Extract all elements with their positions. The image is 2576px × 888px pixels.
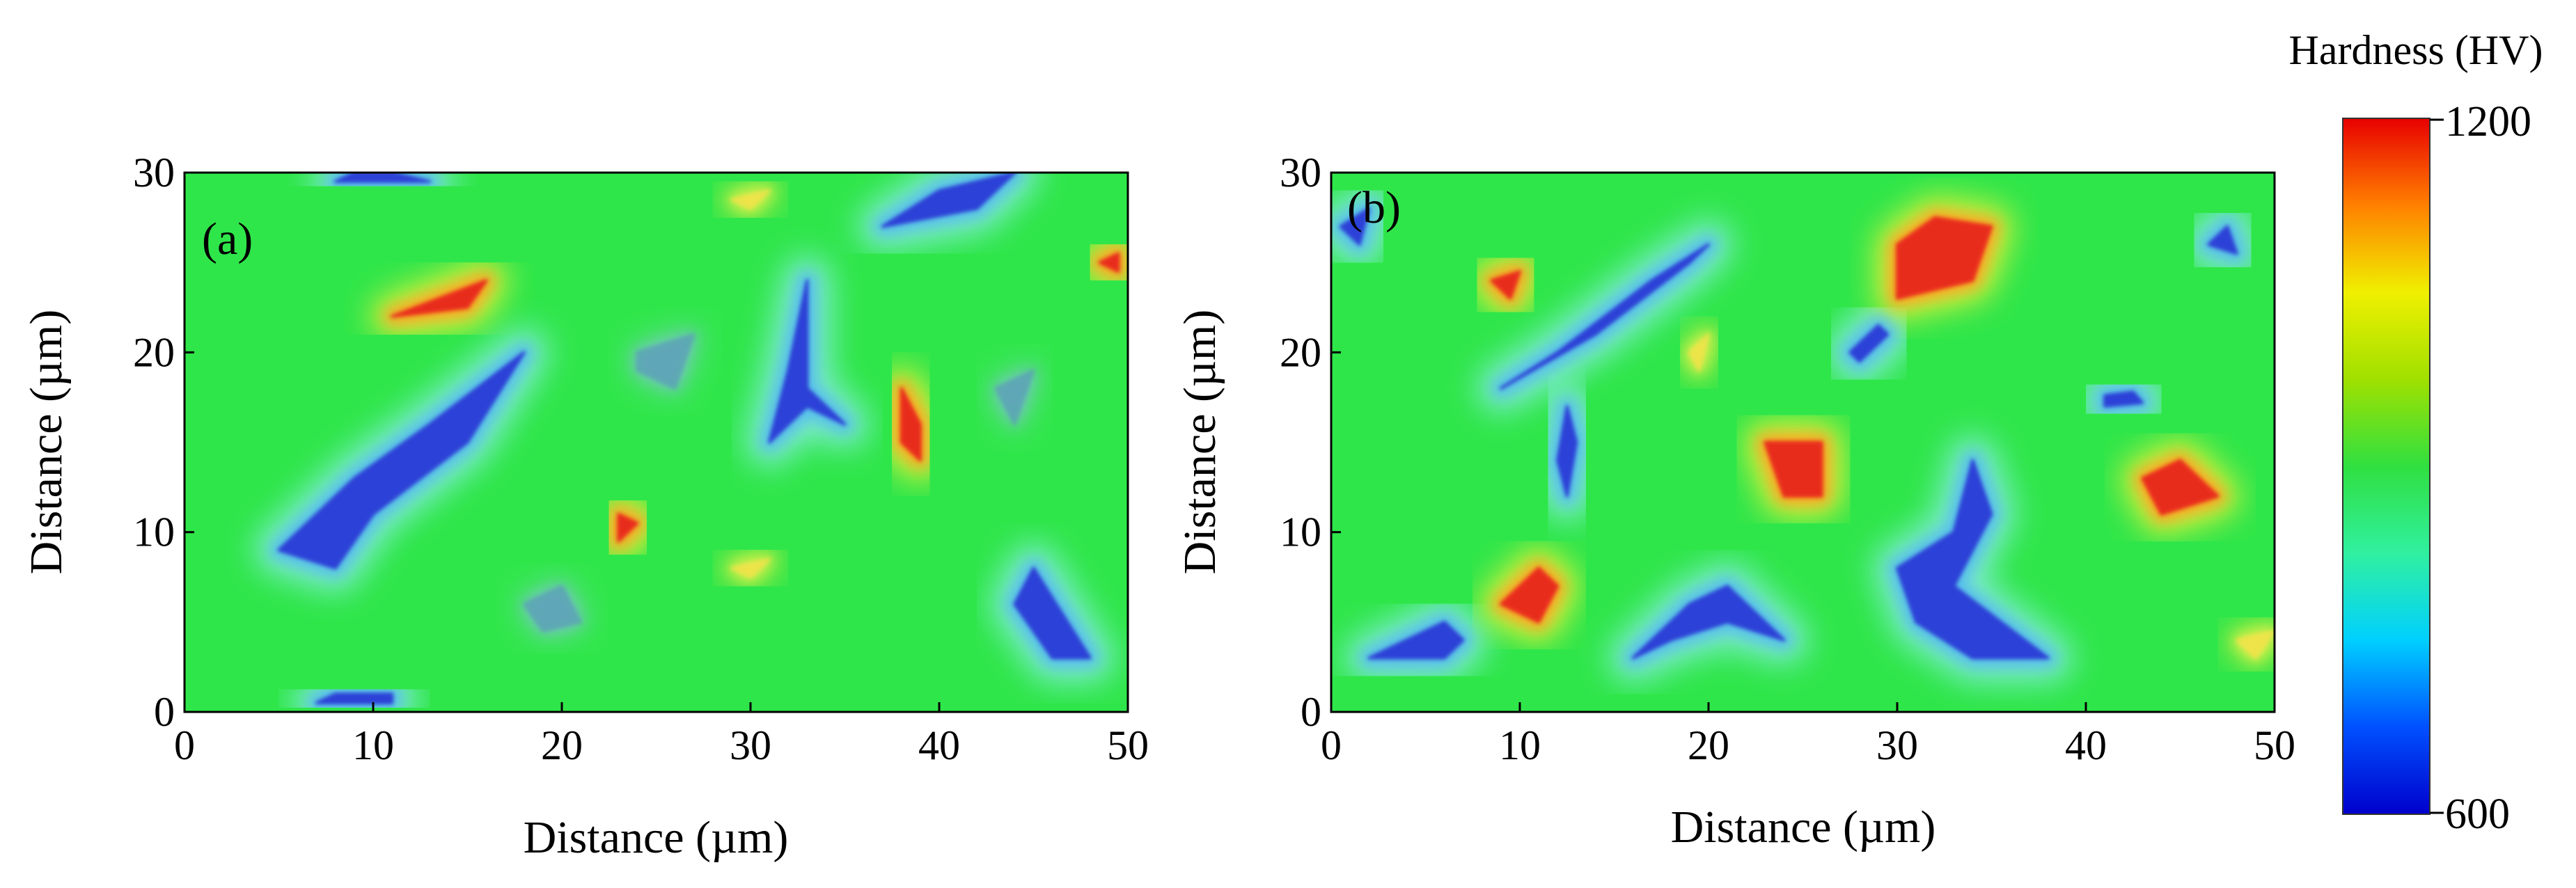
panel-label: (b) [1347, 182, 1401, 233]
soft-phase-region [1556, 404, 1578, 498]
y-tick-label: 30 [1280, 150, 1321, 196]
feature-layer [1331, 198, 2275, 668]
soft-phase-region [1631, 585, 1786, 660]
y-tick-label: 0 [1301, 689, 1321, 735]
hard-phase-region [617, 512, 639, 543]
soft-phase-region [1896, 459, 2050, 660]
bluish-phase-region [994, 369, 1035, 426]
soft-phase-region [315, 692, 394, 705]
hard-phase-region [391, 279, 488, 318]
heatmap-panel-b: 0 10 20 30 40 50 0 10 20 30 (b) Distance (µm) Dis… [1175, 150, 2295, 853]
x-tick-label: 30 [1876, 722, 1918, 768]
mid-phase-region [2235, 629, 2275, 660]
x-tick-label: 40 [918, 722, 960, 768]
soft-phase-region [1848, 324, 1890, 363]
hard-phase-region [1764, 441, 1823, 498]
x-tick-label: 20 [1688, 722, 1729, 768]
hard-phase-region [1490, 270, 1521, 300]
x-tick-label: 0 [1321, 722, 1342, 768]
mid-phase-region [730, 189, 771, 210]
hard-phase-region [1098, 252, 1120, 273]
soft-phase-region [1499, 243, 1710, 390]
soft-phase-region [1367, 620, 1465, 660]
bluish-phase-region [522, 585, 583, 633]
soft-phase-region [1013, 566, 1092, 660]
soft-phase-region [277, 351, 526, 570]
axes: 0 10 20 30 40 50 0 10 20 30 [1280, 150, 2295, 768]
hard-phase-region [900, 387, 922, 462]
hard-phase-region [1896, 216, 1993, 300]
y-axis-label: Distance (µm) [21, 310, 72, 575]
x-tick-label: 30 [730, 722, 771, 768]
y-tick-label: 20 [1280, 329, 1321, 375]
x-axis-label: Distance (µm) [1671, 802, 1936, 853]
colorbar-title: Hardness (HV) [2289, 27, 2543, 73]
panel-label: (a) [202, 214, 253, 264]
colorbar-min-label: 600 [2445, 791, 2510, 838]
y-tick-label: 10 [1280, 509, 1321, 555]
feature-layer [269, 173, 1127, 712]
hard-phase-region [1499, 566, 1560, 624]
colorbar-max-label: 1200 [2445, 98, 2531, 145]
mid-phase-region [730, 557, 771, 579]
plot-frame [183, 171, 1129, 713]
hard-phase-region [2141, 459, 2220, 516]
x-tick-label: 10 [1499, 722, 1541, 768]
y-tick-label: 30 [133, 150, 175, 196]
x-tick-label: 50 [1107, 722, 1149, 768]
x-axis-label: Distance (µm) [524, 812, 789, 863]
soft-phase-region [2207, 225, 2238, 255]
x-tick-label: 20 [541, 722, 583, 768]
colorbar-gradient [2342, 118, 2430, 815]
plot-frame [1330, 171, 2276, 713]
y-axis-label: Distance (µm) [1175, 310, 1225, 575]
mid-phase-region [1688, 333, 1710, 372]
soft-phase-region [1339, 207, 1371, 246]
x-tick-label: 40 [2065, 722, 2107, 768]
soft-phase-region [768, 279, 847, 444]
heatmap-panel-a: 0 10 20 30 40 50 0 10 20 30 (a) Distance (µm) Dis… [21, 150, 1149, 863]
y-tick-label: 10 [133, 509, 175, 555]
y-tick-label: 0 [154, 689, 175, 735]
axes: 0 10 20 30 40 50 0 10 20 30 [133, 150, 1149, 768]
soft-phase-region [333, 173, 432, 183]
x-tick-label: 50 [2254, 722, 2295, 768]
bluish-phase-region [636, 333, 696, 390]
x-tick-label: 10 [352, 722, 394, 768]
colorbar: Hardness (HV) 1200 600 [2289, 27, 2543, 838]
soft-phase-region [881, 173, 1016, 228]
y-tick-label: 20 [133, 329, 175, 375]
x-tick-label: 0 [174, 722, 195, 768]
soft-phase-region [2103, 390, 2144, 408]
heatmap-background [184, 173, 1128, 712]
